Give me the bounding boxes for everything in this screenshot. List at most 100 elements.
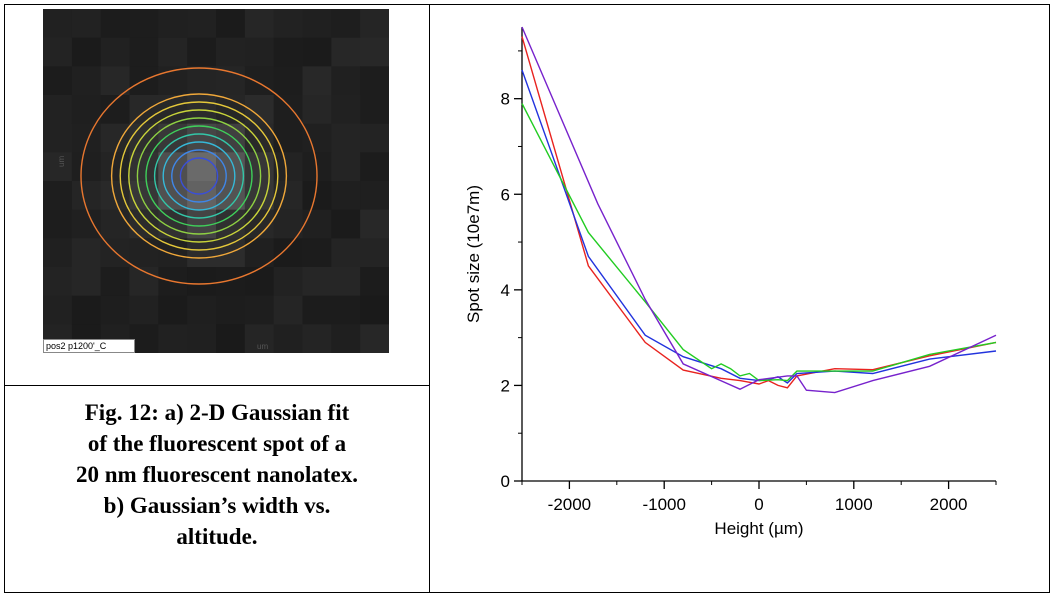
heatmap-pixel <box>216 152 246 182</box>
heatmap-pixel <box>187 238 217 268</box>
x-tick-label: 1000 <box>835 495 873 514</box>
contour-line <box>80 67 318 285</box>
contour-line <box>136 117 262 235</box>
heatmap-pixel <box>129 9 159 39</box>
heatmap-pixel <box>158 238 188 268</box>
heatmap-pixel <box>71 123 102 153</box>
heatmap-pixel <box>360 238 389 268</box>
heatmap-pixel <box>302 238 332 268</box>
heatmap-pixel <box>187 267 217 297</box>
gaussian-fit-image: um um pos2 p1200'_C <box>43 9 389 353</box>
figure-frame: um um pos2 p1200'_C Fig. 12: a) 2-D Gaus… <box>4 4 1050 593</box>
contour-line <box>119 101 279 251</box>
caption-line: altitude. <box>176 524 258 549</box>
series-line <box>521 36 997 389</box>
heatmap-pixel <box>273 181 303 211</box>
heatmap-pixel <box>302 9 332 39</box>
heatmap-pixel <box>158 9 188 39</box>
heatmap-pixel <box>71 66 102 96</box>
caption-line: Fig. 12: a) 2-D Gaussian fit <box>84 400 350 425</box>
heatmap-pixel <box>129 181 159 211</box>
contour-line <box>145 125 253 227</box>
x-tick-label: 2000 <box>930 495 968 514</box>
heatmap-pixel <box>244 9 275 39</box>
heatmap-pixel <box>100 267 130 297</box>
heatmap-pixel <box>71 181 102 211</box>
heatmap-pixel <box>331 295 361 325</box>
heatmap-pixel <box>129 295 159 325</box>
heatmap-pixel <box>360 37 389 67</box>
heatmap-pixel <box>244 295 275 325</box>
heatmap-pixel <box>129 37 159 67</box>
heatmap-pixel <box>129 209 159 239</box>
heatmap-pixel <box>302 209 332 239</box>
heatmap-pixel <box>129 95 159 125</box>
heatmap-pixel <box>187 66 217 96</box>
heatmap-pixel <box>43 66 73 96</box>
x-tick-label: -2000 <box>548 495 591 514</box>
contour-line <box>110 93 288 259</box>
x-tick-label: 0 <box>754 495 763 514</box>
image-y-unit: um <box>57 155 66 167</box>
heatmap-pixel <box>244 324 275 353</box>
x-axis-label: Height (µm) <box>714 519 803 538</box>
heatmap-pixel <box>43 295 73 325</box>
heatmap-pixel <box>360 9 389 39</box>
heatmap-pixel <box>216 295 246 325</box>
heatmap-pixel <box>216 209 246 239</box>
heatmap-pixel <box>216 123 246 153</box>
heatmap-pixel <box>273 95 303 125</box>
heatmap-pixel <box>331 267 361 297</box>
contour-line <box>171 149 227 203</box>
heatmap-pixel <box>331 238 361 268</box>
heatmap-pixel <box>244 267 275 297</box>
fluorescent-spot-heatmap <box>43 9 389 353</box>
vertical-divider <box>429 5 430 592</box>
heatmap-pixel <box>187 37 217 67</box>
heatmap-pixel <box>331 95 361 125</box>
heatmap-pixel <box>187 123 217 153</box>
heatmap-pixel <box>244 66 275 96</box>
series-line <box>521 103 997 382</box>
heatmap-pixel <box>216 37 246 67</box>
heatmap-pixel <box>43 209 73 239</box>
series-line <box>521 26 997 394</box>
figure-caption: Fig. 12: a) 2-D Gaussian fit of the fluo… <box>9 397 425 552</box>
heatmap-pixel <box>100 295 130 325</box>
heatmap-pixel <box>71 152 102 182</box>
heatmap-pixel <box>100 123 130 153</box>
heatmap-pixel <box>71 209 102 239</box>
heatmap-pixel <box>43 123 73 153</box>
heatmap-pixel <box>43 95 73 125</box>
heatmap-pixel <box>158 295 188 325</box>
y-tick-label: 6 <box>501 185 510 204</box>
y-tick-label: 0 <box>501 472 510 491</box>
heatmap-pixel <box>302 267 332 297</box>
heatmap-pixel <box>360 295 389 325</box>
heatmap-pixel <box>100 209 130 239</box>
heatmap-pixel <box>331 9 361 39</box>
heatmap-pixel <box>331 181 361 211</box>
heatmap-pixel <box>43 9 73 39</box>
heatmap-pixel <box>273 267 303 297</box>
heatmap-pixel <box>158 37 188 67</box>
caption-line: 20 nm fluorescent nanolatex. <box>76 462 358 487</box>
heatmap-pixel <box>71 267 102 297</box>
heatmap-pixel <box>129 238 159 268</box>
contour-line <box>128 109 270 243</box>
heatmap-pixel <box>360 267 389 297</box>
heatmap-pixel <box>216 324 246 353</box>
series-line <box>521 69 997 384</box>
contour-line <box>179 157 219 195</box>
heatmap-pixel <box>273 295 303 325</box>
heatmap-pixel <box>331 123 361 153</box>
contour-line <box>162 141 236 211</box>
heatmap-pixel <box>331 209 361 239</box>
heatmap-pixel <box>216 9 246 39</box>
heatmap-pixel <box>71 95 102 125</box>
heatmap-pixel <box>187 295 217 325</box>
heatmap-pixel <box>71 295 102 325</box>
heatmap-pixel <box>71 9 102 39</box>
spot-size-chart: 0 2 4 6 8 -2000 -1000 0 1000 2000 Height (µm) Spot … <box>464 26 997 538</box>
caption-line: of the fluorescent spot of a <box>87 431 347 456</box>
